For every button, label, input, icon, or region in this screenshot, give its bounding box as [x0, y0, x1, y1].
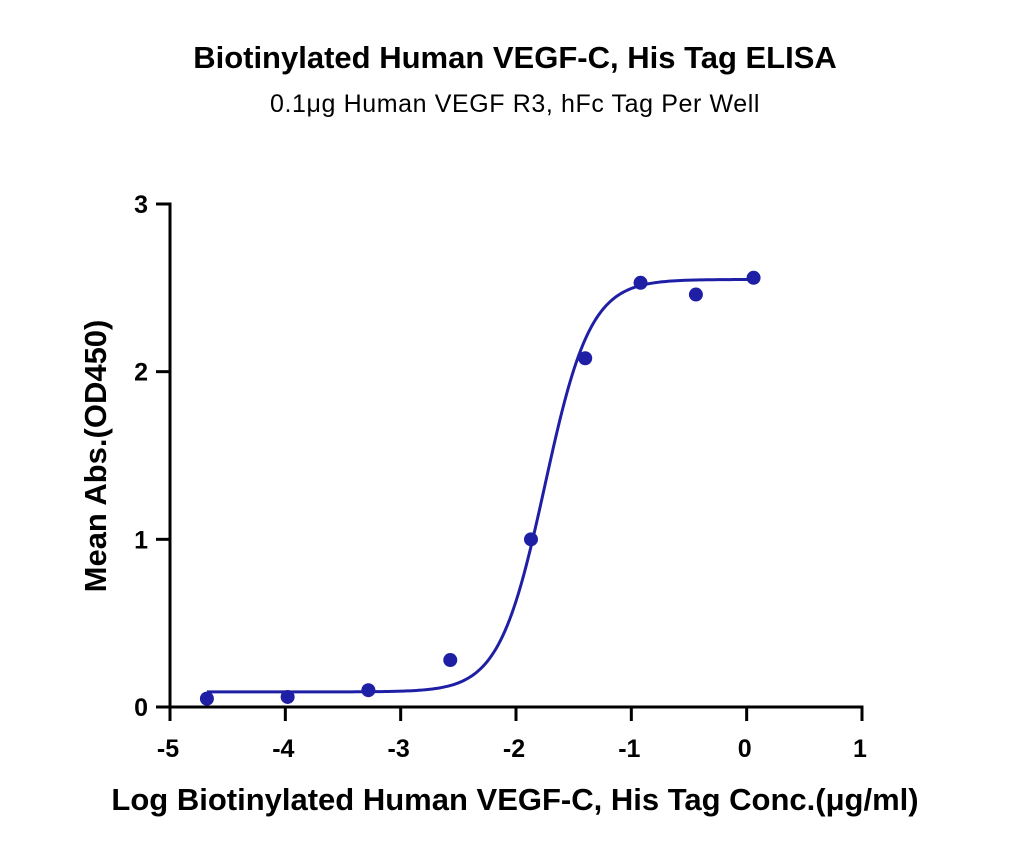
x-tick-label: -4 — [272, 735, 294, 763]
data-point — [633, 275, 648, 290]
y-tick-label: 1 — [134, 526, 148, 554]
y-tick-label: 3 — [134, 191, 148, 219]
data-points-layer — [199, 270, 761, 706]
chart-subtitle: 0.1μg Human VEGF R3, hFc Tag Per Well — [270, 90, 760, 118]
data-point — [523, 532, 538, 547]
fit-curve-layer — [206, 277, 754, 694]
x-tick-label: 0 — [738, 735, 752, 763]
x-tick-label: -3 — [388, 735, 410, 763]
data-point — [688, 287, 703, 302]
y-axis-label: Mean Abs.(OD450) — [78, 320, 113, 593]
data-point — [746, 270, 761, 285]
x-tick-label: -1 — [618, 735, 640, 763]
x-tick-label: -5 — [157, 735, 179, 763]
fit-curve — [206, 277, 754, 694]
y-axis: 0 1 2 3 — [134, 191, 172, 722]
chart-title: Biotinylated Human VEGF-C, His Tag ELISA — [193, 40, 837, 75]
x-axis: -5 -4 -3 -2 -1 0 1 — [156, 705, 867, 763]
data-point — [578, 351, 593, 366]
y-tick-label: 0 — [134, 694, 148, 722]
x-tick-label: 1 — [853, 735, 867, 763]
data-point — [199, 691, 214, 706]
x-tick-label: -2 — [503, 735, 525, 763]
data-point — [280, 689, 295, 704]
x-axis-label: Log Biotinylated Human VEGF-C, His Tag C… — [111, 782, 918, 817]
data-point — [361, 683, 376, 698]
data-point — [443, 653, 458, 668]
y-tick-label: 2 — [134, 359, 148, 387]
